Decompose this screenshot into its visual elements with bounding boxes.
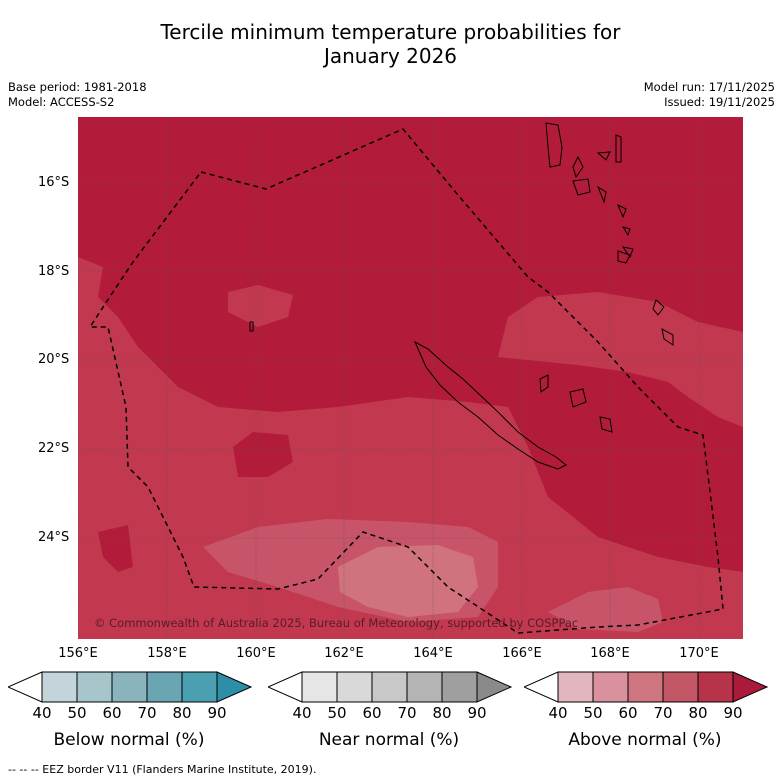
colorbar-above-arrow-high: [732, 671, 768, 703]
lon-label-168e: 168°E: [590, 646, 630, 661]
meta-right: Model run: 17/11/2025 Issued: 19/11/2025: [644, 80, 775, 110]
loyalty-islands-coastline: [539, 374, 613, 433]
colorbar-title-above: Above normal (%): [568, 730, 722, 750]
lat-label-22s: 22°S: [38, 441, 70, 456]
near-tick-80: 80: [432, 704, 452, 722]
above-tick-40: 40: [548, 704, 568, 722]
below-tick-70: 70: [137, 704, 157, 722]
small-island: [249, 321, 254, 332]
issued-date: Issued: 19/11/2025: [664, 95, 775, 109]
colorbar-near-arrow-low: [268, 671, 303, 703]
above-tick-50: 50: [583, 704, 603, 722]
colorbar-above-normal: [524, 671, 768, 703]
colorbar-below-arrow-low: [8, 671, 43, 703]
above-tick-60: 60: [618, 704, 638, 722]
map-title: Tercile minimum temperature probabilitie…: [0, 20, 781, 68]
probability-zone-50: [338, 545, 478, 617]
title-line-1: Tercile minimum temperature probabilitie…: [160, 20, 621, 44]
copyright-text: © Commonwealth of Australia 2025, Bureau…: [94, 616, 578, 630]
colorbar-near-normal: [268, 671, 512, 703]
probability-zone-80-pocket: [233, 432, 293, 477]
model-run: Model run: 17/11/2025: [643, 80, 775, 94]
eez-border: [88, 128, 724, 634]
lat-label-20s: 20°S: [38, 352, 70, 367]
lon-label-160e: 160°E: [236, 646, 276, 661]
below-tick-40: 40: [32, 704, 52, 722]
base-period: Base period: 1981-2018: [8, 80, 147, 94]
lon-label-170e: 170°E: [679, 646, 719, 661]
vanuatu-islands-coastline: [545, 122, 634, 264]
model-name: Model: ACCESS-S2: [8, 95, 115, 109]
above-tick-70: 70: [653, 704, 673, 722]
below-tick-50: 50: [67, 704, 87, 722]
colorbar-below-segments: [41, 671, 218, 703]
new-caledonia-coastline: [413, 340, 567, 470]
lon-label-156e: 156°E: [58, 646, 98, 661]
probability-zone-60-south: [548, 587, 663, 632]
near-tick-40: 40: [292, 704, 312, 722]
lon-label-158e: 158°E: [147, 646, 187, 661]
above-tick-80: 80: [688, 704, 708, 722]
probability-zone-70-island: [228, 285, 293, 327]
below-tick-90: 90: [207, 704, 227, 722]
colorbar-above-arrow-low: [524, 671, 559, 703]
below-tick-80: 80: [172, 704, 192, 722]
gridlines: [78, 117, 743, 639]
colorbar-above-segments: [557, 671, 734, 703]
lat-label-16s: 16°S: [38, 175, 70, 190]
map-panel: © Commonwealth of Australia 2025, Bureau…: [78, 117, 743, 639]
colorbar-title-near: Near normal (%): [318, 730, 460, 750]
eez-legend-note: -- -- -- EEZ border V11 (Flanders Marine…: [8, 763, 317, 776]
probability-zone-80-pocket-west: [98, 525, 133, 572]
near-tick-90: 90: [467, 704, 487, 722]
lat-label-18s: 18°S: [38, 264, 70, 279]
meta-left: Base period: 1981-2018 Model: ACCESS-S2: [8, 80, 147, 110]
lon-label-162e: 162°E: [324, 646, 364, 661]
colorbar-title-below: Below normal (%): [53, 730, 205, 750]
below-tick-60: 60: [102, 704, 122, 722]
eastern-islands-coastline: [652, 299, 674, 346]
probability-zone-70-east: [498, 292, 743, 427]
near-tick-50: 50: [327, 704, 347, 722]
colorbar-below-normal: [8, 671, 252, 703]
colorbar-near-segments: [301, 671, 478, 703]
lon-label-166e: 166°E: [502, 646, 542, 661]
lat-label-24s: 24°S: [38, 530, 70, 545]
near-tick-60: 60: [362, 704, 382, 722]
near-tick-70: 70: [397, 704, 417, 722]
title-line-2: January 2026: [323, 44, 458, 68]
above-tick-90: 90: [723, 704, 743, 722]
colorbar-near-arrow-high: [476, 671, 512, 703]
map-svg: © Commonwealth of Australia 2025, Bureau…: [78, 117, 743, 639]
colorbar-below-arrow-high: [216, 671, 252, 703]
lon-label-164e: 164°E: [413, 646, 453, 661]
